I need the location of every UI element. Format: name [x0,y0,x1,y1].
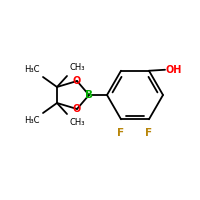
Text: O: O [73,76,81,86]
Text: O: O [73,104,81,114]
Text: B: B [85,90,93,100]
Text: H₃C: H₃C [24,65,40,74]
Text: H₃C: H₃C [24,116,40,125]
Text: CH₃: CH₃ [69,118,84,127]
Text: CH₃: CH₃ [69,63,84,72]
Text: OH: OH [166,65,182,75]
Text: F: F [145,128,153,138]
Text: F: F [117,128,125,138]
